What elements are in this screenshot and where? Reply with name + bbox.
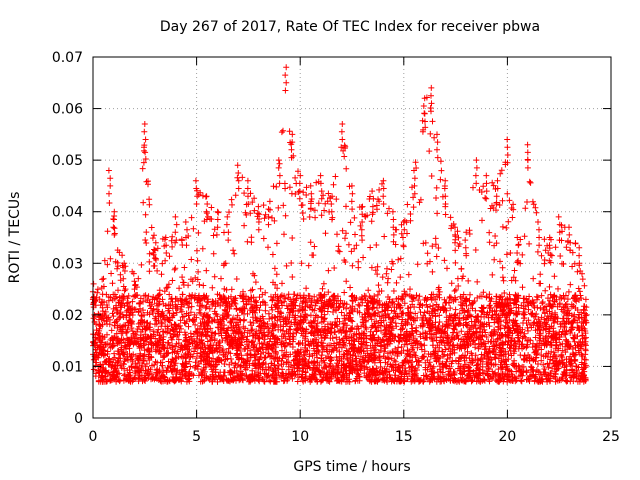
y-tick-label: 0.04 — [52, 205, 83, 221]
y-tick-label: 0.06 — [52, 102, 83, 118]
roti-markers — [89, 64, 590, 385]
y-tick-label: 0.01 — [52, 359, 83, 375]
y-tick-label: 0.02 — [52, 308, 83, 324]
x-axis-label: GPS time / hours — [293, 459, 410, 475]
x-tick-label: 25 — [602, 429, 620, 445]
axes: 0 5 10 15 20 25 0 0.01 0.02 0.03 0.04 0.05 0.06 0.07 — [52, 50, 620, 445]
x-tick-label: 15 — [395, 429, 413, 445]
chart-title: Day 267 of 2017, Rate Of TEC Index for r… — [160, 19, 540, 35]
y-tick-label: 0 — [74, 411, 83, 427]
x-tick-label: 20 — [498, 429, 516, 445]
x-tick-label: 5 — [192, 429, 201, 445]
y-tick-label: 0.07 — [52, 50, 83, 66]
y-tick-label: 0.05 — [52, 153, 83, 169]
data-points — [89, 64, 590, 385]
x-tick-label: 10 — [291, 429, 309, 445]
y-tick-label: 0.03 — [52, 256, 83, 272]
y-axis-label: ROTI / TECUs — [7, 192, 23, 284]
plot-frame — [92, 56, 612, 419]
x-tick-label: 0 — [89, 429, 98, 445]
